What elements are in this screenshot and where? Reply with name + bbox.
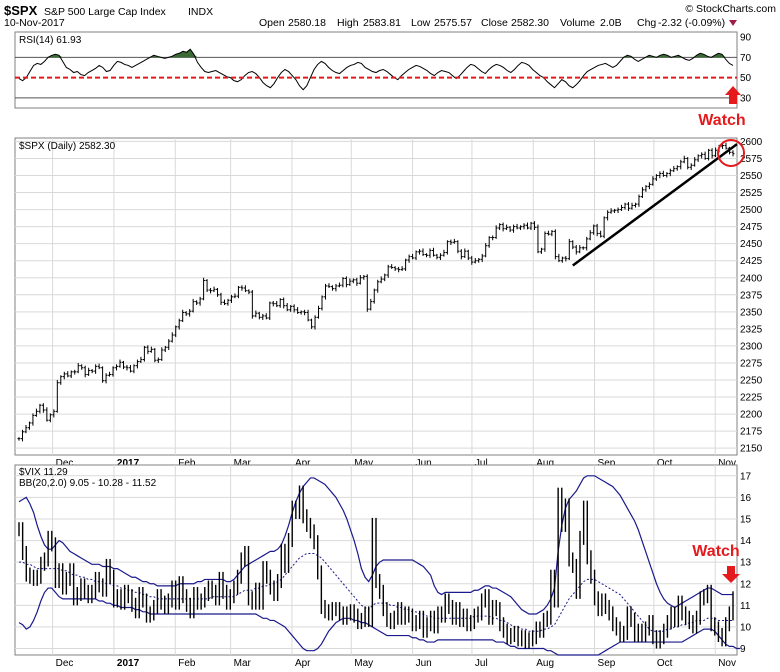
rsi-overbought-fill — [168, 49, 198, 58]
open-label: Open — [259, 17, 285, 29]
rsi-panel: 30 50 70 90 RSI(14) 61.93 — [14, 31, 752, 109]
watch-circle — [717, 138, 745, 167]
y-tick-label: 2550 — [740, 171, 763, 182]
rsi-line — [18, 48, 734, 91]
panel-frame — [14, 31, 738, 109]
low-label: Low — [411, 17, 431, 29]
x-tick-label: Sep — [598, 458, 616, 469]
y-tick-label: 90 — [740, 33, 752, 44]
source-credit: © StockCharts.com — [685, 3, 776, 15]
close-label: Close — [481, 17, 508, 29]
y-tick-label: 2225 — [740, 393, 763, 404]
y-tick-label: 2200 — [740, 410, 763, 421]
trend-line — [572, 143, 738, 267]
vix-label: $VIX 11.29 — [19, 467, 68, 478]
y-tick-label: 2600 — [740, 137, 763, 148]
annotations: Watch Watch — [692, 86, 746, 583]
up-arrow-icon — [725, 86, 741, 104]
y-tick-label: 2375 — [740, 290, 763, 301]
x-tick-label: Oct — [657, 658, 673, 669]
x-tick-label: Jul — [475, 458, 488, 469]
y-tick-label: 15 — [740, 514, 752, 525]
x-tick-label: Mar — [234, 658, 252, 669]
x-tick-label: Dec — [56, 658, 74, 669]
price-panel: 2150 2175 2200 2225 2250 2275 2300 2325 2350 2375… — [14, 137, 763, 469]
y-tick-label: 2525 — [740, 188, 763, 199]
x-tick-label: Aug — [536, 458, 554, 469]
x-tick-label: Apr — [295, 658, 311, 669]
chg-label: Chg — [637, 17, 656, 29]
y-tick-label: 2325 — [740, 324, 763, 335]
x-tick-label: Jun — [416, 458, 432, 469]
y-tick-label: 2425 — [740, 256, 763, 267]
high-label: High — [337, 17, 359, 29]
volume-value: 2.0B — [600, 17, 622, 29]
exchange: INDX — [188, 6, 213, 18]
y-tick-label: 17 — [740, 471, 752, 482]
y-tick-label: 13 — [740, 558, 752, 569]
x-tick-label: May — [354, 658, 373, 669]
x-tick-label: 2017 — [117, 658, 140, 669]
x-tick-label: Jul — [475, 658, 488, 669]
rsi-overbought-fill — [48, 54, 63, 58]
x-tick-label: Dec — [56, 458, 74, 469]
y-tick-label: 2350 — [740, 307, 763, 318]
open-value: 2580.18 — [288, 17, 326, 29]
rsi-label: RSI(14) 61.93 — [19, 35, 82, 46]
y-tick-label: 12 — [740, 579, 752, 590]
y-tick-label: 2450 — [740, 239, 763, 250]
low-value: 2575.57 — [434, 17, 472, 29]
y-tick-label: 2300 — [740, 341, 763, 352]
price-label: $SPX (Daily) 2582.30 — [19, 141, 116, 152]
y-tick-label: 11 — [740, 601, 751, 612]
y-tick-label: 9 — [740, 644, 746, 655]
y-tick-label: 70 — [740, 53, 752, 64]
x-tick-label: Jun — [416, 658, 432, 669]
x-tick-label: Feb — [178, 658, 196, 669]
chart-header: $SPX S&P 500 Large Cap Index INDX 10-Nov… — [4, 3, 776, 29]
symbol: $SPX — [4, 3, 38, 18]
bb-label: BB(20,2.0) 9.05 - 10.28 - 11.52 — [19, 478, 157, 489]
y-tick-label: 16 — [740, 493, 752, 504]
x-tick-label: Apr — [295, 458, 311, 469]
y-tick-label: 2150 — [740, 444, 763, 455]
x-tick-label: Aug — [536, 658, 554, 669]
y-tick-label: 2250 — [740, 376, 763, 387]
y-tick-label: 2500 — [740, 205, 763, 216]
chg-value: -2.32 (-0.09%) — [658, 17, 725, 29]
y-tick-label: 14 — [740, 536, 752, 547]
down-arrow-icon — [722, 566, 740, 583]
watch-label-bottom: Watch — [692, 543, 739, 560]
x-tick-label: May — [354, 458, 373, 469]
y-tick-label: 2275 — [740, 358, 763, 369]
y-tick-label: 2475 — [740, 222, 763, 233]
high-value: 2583.81 — [363, 17, 401, 29]
panel-frame — [14, 137, 738, 456]
x-tick-label: 2017 — [117, 458, 140, 469]
y-tick-label: 10 — [740, 622, 752, 633]
down-arrow-icon — [729, 20, 737, 26]
rsi-overbought-fill — [656, 54, 672, 58]
volume-label: Volume — [560, 17, 595, 29]
chart-date: 10-Nov-2017 — [4, 17, 65, 29]
rsi-overbought-fill — [711, 53, 726, 58]
y-tick-label: 30 — [740, 93, 752, 104]
y-tick-label: 2400 — [740, 273, 763, 284]
x-tick-label: Sep — [598, 658, 616, 669]
watch-label-top: Watch — [698, 112, 745, 129]
vix-panel: 9 10 11 12 13 14 15 16 17 Dec 2017 Feb Mar Apr May Jun J… — [14, 464, 752, 669]
x-tick-label: Mar — [234, 458, 252, 469]
symbol-name: S&P 500 Large Cap Index — [44, 6, 167, 18]
x-tick-label: Nov — [718, 458, 736, 469]
x-tick-label: Oct — [657, 458, 673, 469]
y-tick-label: 50 — [740, 73, 752, 84]
close-value: 2582.30 — [511, 17, 549, 29]
x-tick-label: Nov — [718, 658, 736, 669]
y-tick-label: 2575 — [740, 154, 763, 165]
x-tick-label: Feb — [178, 458, 196, 469]
y-tick-label: 2175 — [740, 427, 763, 438]
